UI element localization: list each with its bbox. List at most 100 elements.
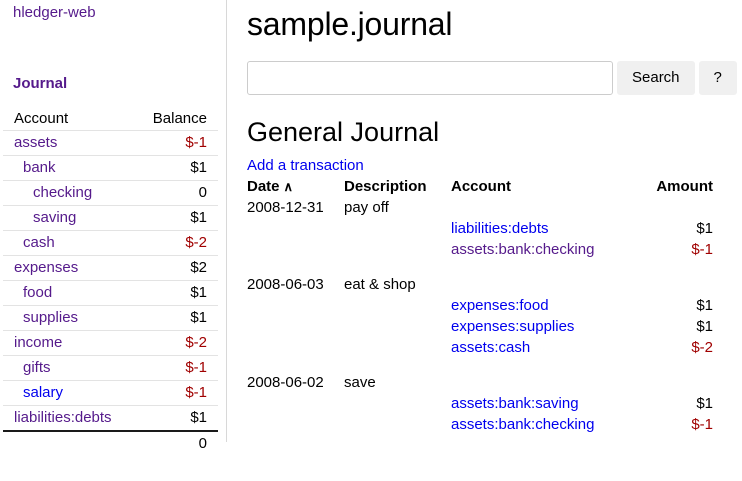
posting-account-cell: assets:bank:saving [451, 393, 623, 414]
column-header-balance[interactable]: Balance [152, 110, 207, 127]
transaction-row: 2008-06-03 eat & shop [247, 274, 713, 295]
sidebar-journal-link[interactable]: Journal [13, 75, 68, 92]
account-balances-body: assets $-1 bank $1 checking 0 saving $1 cash $-2 e… [3, 130, 218, 456]
account-cell: bank [3, 155, 138, 181]
posting-account-link-assets-bank-saving[interactable]: assets:bank:saving [451, 395, 579, 412]
account-cell: income [3, 330, 138, 356]
account-link-food[interactable]: food [23, 284, 53, 301]
account-link-income[interactable]: income [14, 334, 63, 351]
posting-account-link-expenses-food[interactable]: expenses:food [451, 297, 549, 314]
account-balances-header: Account Balance [3, 109, 218, 131]
transaction-account-empty [451, 372, 623, 393]
posting-account-cell: expenses:supplies [451, 316, 623, 337]
total-row: 0 [3, 430, 218, 456]
sort-ascending-caret-icon: ∧ [283, 179, 294, 194]
balance-cell: $-1 [137, 130, 218, 156]
account-cell: gifts [3, 355, 138, 381]
account-link-saving[interactable]: saving [33, 209, 77, 226]
column-header-amount[interactable]: Amount [656, 178, 713, 195]
account-cell: expenses [3, 255, 138, 281]
table-row: cash $-2 [3, 230, 218, 256]
account-link-supplies[interactable]: supplies [23, 309, 79, 326]
posting-date-empty [247, 337, 344, 358]
posting-account-cell: liabilities:debts [451, 218, 623, 239]
posting-account-cell: assets:bank:checking [451, 239, 623, 260]
posting-amount-cell: $-2 [691, 339, 713, 356]
column-header-account[interactable]: Account [14, 110, 69, 127]
account-link-checking[interactable]: checking [33, 184, 93, 201]
add-transaction-link[interactable]: Add a transaction [247, 157, 364, 174]
total-amount-cell: 0 [137, 430, 218, 456]
balance-cell: $1 [137, 205, 218, 231]
posting-date-empty [247, 295, 344, 316]
transaction-account-empty [451, 197, 623, 218]
posting-account-link-assets-bank-checking[interactable]: assets:bank:checking [451, 241, 595, 258]
transaction-date: 2008-12-31 [247, 199, 324, 216]
column-header-date[interactable]: Date ∧ [247, 178, 344, 197]
total-label-cell [3, 430, 138, 456]
table-row: checking 0 [3, 180, 218, 206]
main-content: sample.journal Search ? General Journal … [226, 0, 742, 481]
search-button[interactable]: Search [617, 61, 695, 95]
balance-cell: $1 [137, 305, 218, 331]
transaction-account-empty [451, 274, 623, 295]
brand-wrap: hledger-web [0, 0, 226, 21]
transaction-date: 2008-06-02 [247, 374, 324, 391]
table-row: bank $1 [3, 155, 218, 181]
posting-account-cell: assets:bank:checking [451, 414, 623, 435]
journal-table-header: Date ∧ Description Account Amount [247, 178, 713, 197]
posting-account-cell: assets:cash [451, 337, 623, 358]
posting-description-empty [344, 393, 451, 414]
table-row: saving $1 [3, 205, 218, 231]
posting-amount-cell: $1 [696, 318, 713, 335]
posting-date-empty [247, 393, 344, 414]
posting-row: assets:bank:saving $1 [247, 393, 713, 414]
journal-table: Date ∧ Description Account Amount 2008-12… [247, 178, 713, 435]
transaction-amount-empty [623, 197, 713, 218]
account-link-bank[interactable]: bank [23, 159, 56, 176]
brand-link-hledger-web[interactable]: hledger-web [13, 4, 96, 21]
posting-row: assets:cash $-2 [247, 337, 713, 358]
search-help-button[interactable]: ? [698, 61, 737, 95]
posting-description-empty [344, 337, 451, 358]
account-link-assets[interactable]: assets [14, 134, 58, 151]
posting-row: expenses:supplies $1 [247, 316, 713, 337]
account-cell: assets [3, 130, 138, 156]
account-link-liabilities-debts[interactable]: liabilities:debts [14, 409, 112, 426]
posting-date-empty [247, 218, 344, 239]
table-row: supplies $1 [3, 305, 218, 331]
account-link-cash[interactable]: cash [23, 234, 55, 251]
table-row: assets $-1 [3, 130, 218, 156]
spacer-cell [247, 358, 713, 372]
column-header-account[interactable]: Account [451, 178, 511, 195]
balance-cell: $-1 [137, 355, 218, 381]
table-header-row: Account Balance [3, 109, 218, 131]
table-row: expenses $2 [3, 255, 218, 281]
account-balances-table: Account Balance assets $-1 bank $1 checking 0… [3, 109, 218, 456]
column-header-date-label: Date [247, 178, 280, 195]
transaction-amount-empty [623, 372, 713, 393]
column-header-description[interactable]: Description [344, 178, 427, 195]
posting-row: assets:bank:checking $-1 [247, 239, 713, 260]
account-link-salary[interactable]: salary [23, 384, 64, 401]
table-row: income $-2 [3, 330, 218, 356]
transaction-row: 2008-06-02 save [247, 372, 713, 393]
transaction-spacer [247, 260, 713, 274]
account-link-expenses[interactable]: expenses [14, 259, 79, 276]
account-link-gifts[interactable]: gifts [23, 359, 51, 376]
posting-account-link-assets-bank-checking[interactable]: assets:bank:checking [451, 416, 595, 433]
posting-amount-cell: $-1 [691, 416, 713, 433]
posting-date-empty [247, 316, 344, 337]
posting-account-link-expenses-supplies[interactable]: expenses:supplies [451, 318, 575, 335]
account-cell: food [3, 280, 138, 306]
table-row: gifts $-1 [3, 355, 218, 381]
table-row: food $1 [3, 280, 218, 306]
search-input[interactable] [247, 61, 613, 95]
posting-account-link-assets-cash[interactable]: assets:cash [451, 339, 531, 356]
account-cell: checking [3, 180, 138, 206]
journal-table-body: 2008-12-31 pay off liabilities:debts $1 asse… [247, 197, 713, 435]
posting-row: expenses:food $1 [247, 295, 713, 316]
account-cell: salary [3, 380, 138, 406]
posting-account-link-liabilities-debts[interactable]: liabilities:debts [451, 220, 549, 237]
